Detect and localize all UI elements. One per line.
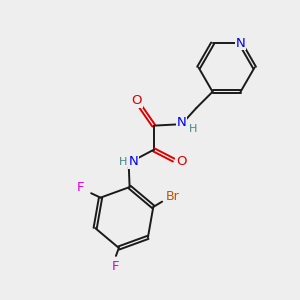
Text: H: H [189,124,197,134]
Text: F: F [112,260,120,273]
Text: O: O [132,94,142,107]
Text: N: N [236,37,245,50]
Text: N: N [177,116,187,129]
Text: Br: Br [166,190,179,203]
Text: N: N [129,155,139,168]
Text: O: O [176,155,186,168]
Text: H: H [119,157,128,166]
Text: F: F [77,181,85,194]
